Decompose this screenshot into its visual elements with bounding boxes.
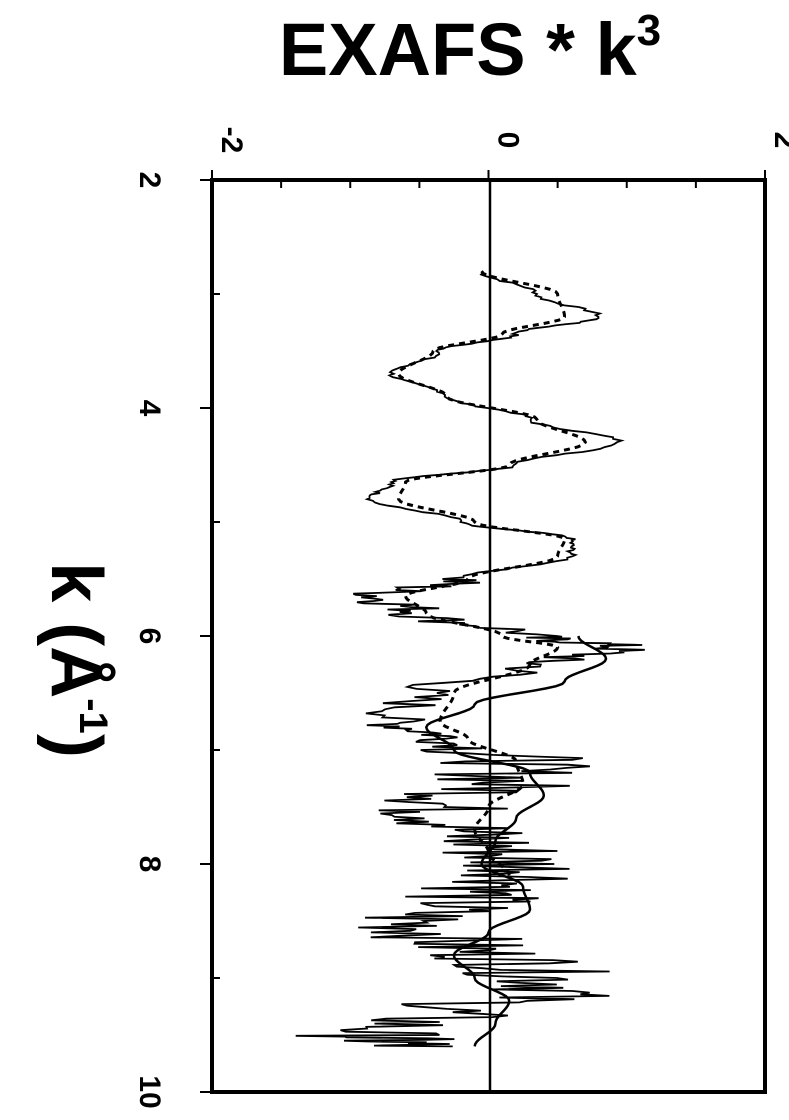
series-line-dashed <box>396 270 588 876</box>
chart-title: EXAFS * k3 <box>279 6 661 91</box>
y-tick-label: 2 <box>768 132 789 149</box>
y-tick-label: 0 <box>492 132 525 149</box>
series-line-solid <box>295 270 645 1048</box>
chart-title-group: EXAFS * k3 <box>279 6 661 91</box>
x-tick-label: 4 <box>133 400 166 417</box>
series-line-smooth-solid <box>424 635 608 1047</box>
series-group <box>295 270 645 1048</box>
x-tick-label: 6 <box>133 628 166 645</box>
x-tick-label: 2 <box>133 172 166 189</box>
ticks-group <box>200 170 766 1093</box>
x-axis-label-group: k (Å-1) <box>36 562 116 758</box>
y-tick-labels: -2 0 2 <box>215 127 789 154</box>
x-tick-label: 10 <box>133 1075 166 1108</box>
x-axis-label: k (Å-1) <box>36 562 116 758</box>
y-tick-label: -2 <box>215 127 248 154</box>
x-tick-label: 8 <box>133 856 166 873</box>
x-tick-labels: 2 4 6 8 10 <box>133 172 166 1109</box>
